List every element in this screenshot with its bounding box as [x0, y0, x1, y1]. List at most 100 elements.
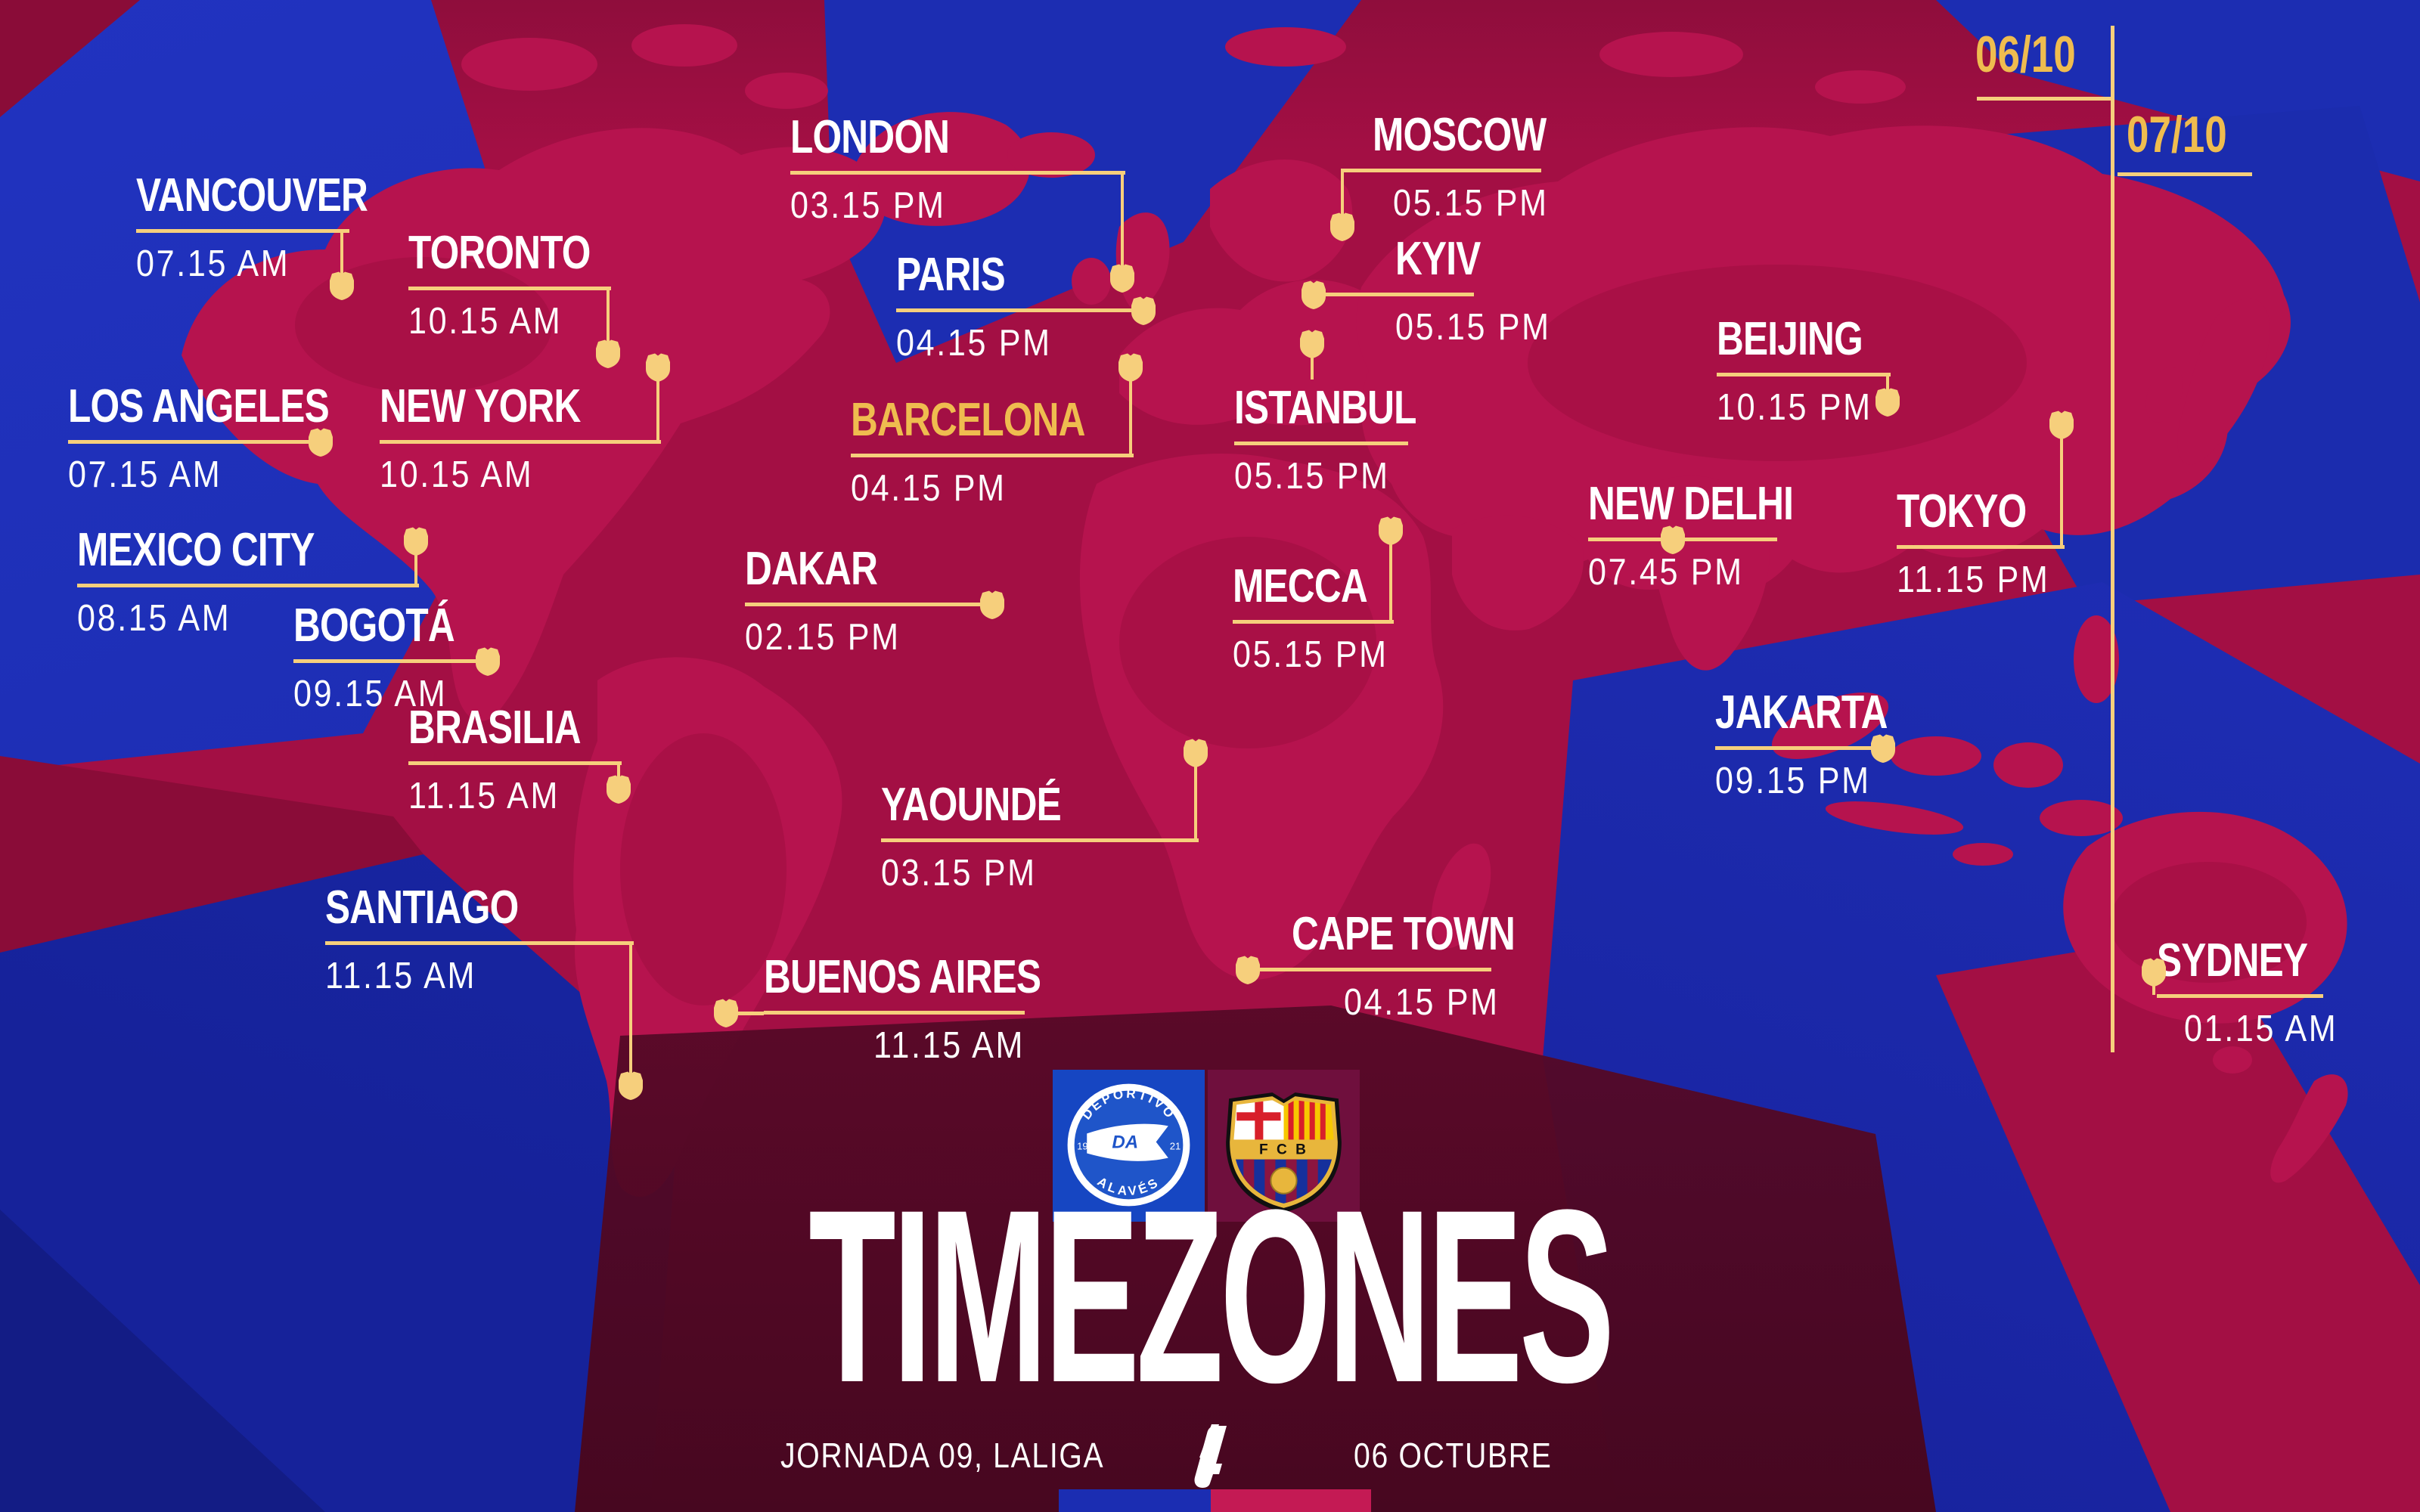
connector-line-toronto: [607, 287, 610, 343]
city-time: 04.15 PM: [1344, 982, 1500, 1023]
city-name: NEW YORK: [380, 380, 581, 432]
city-label-bogota: BOGOTÁ 09.15 AM: [293, 603, 495, 713]
city-name: MEXICO CITY: [77, 524, 315, 576]
map-marker-los-angeles: [308, 427, 334, 457]
city-underline: [1257, 968, 1491, 971]
city-label-santiago: SANTIAGO 11.15 AM: [325, 885, 634, 995]
city-time: 10.15 AM: [380, 454, 534, 495]
city-name: JAKARTA: [1715, 686, 1888, 739]
connector-line-tokyo: [2060, 431, 2063, 546]
city-label-barcelona: BARCELONA 04.15 PM: [851, 397, 1143, 507]
city-time: 04.15 PM: [896, 323, 1052, 364]
city-name: KYIV: [1395, 233, 1481, 285]
city-label-brasilia: BRASILIA 11.15 AM: [408, 705, 624, 815]
city-time: 04.15 PM: [851, 468, 1007, 509]
city-time: 01.15 AM: [2184, 1009, 2338, 1049]
connector-line-mecca: [1389, 543, 1392, 621]
city-name: BEIJING: [1717, 313, 1863, 365]
connector-line-new-york: [656, 380, 659, 441]
connector-line-mexico-city: [414, 547, 417, 584]
city-name: BARCELONA: [851, 394, 1085, 446]
city-underline: [77, 584, 419, 587]
map-marker-new-york: [645, 352, 671, 383]
city-time: 11.15 PM: [1897, 559, 2050, 600]
city-label-los-angeles: LOS ANGELES 07.15 AM: [68, 383, 394, 494]
city-underline: [293, 659, 486, 663]
city-underline: [408, 761, 622, 765]
city-underline: [1717, 373, 1891, 376]
connector-line-london: [1121, 172, 1124, 268]
city-label-vancouver: VANCOUVER 07.15 AM: [136, 172, 426, 283]
city-time: 03.15 PM: [790, 185, 946, 226]
city-name: YAOUNDÉ: [881, 779, 1062, 831]
map-marker-london: [1109, 263, 1135, 293]
city-underline: [2157, 994, 2323, 998]
footer-strip-blue: [1059, 1489, 1211, 1512]
city-label-london: LONDON 03.15 PM: [790, 114, 1125, 225]
connector-line-buenos-aires: [735, 1012, 764, 1015]
city-underline: [764, 1011, 1025, 1015]
city-label-moscow: MOSCOW 05.15 PM: [1341, 112, 1590, 222]
map-marker-yaounde: [1183, 738, 1208, 768]
city-label-new-delhi: NEW DELHI 07.45 PM: [1588, 481, 1844, 591]
city-time: 09.15 AM: [293, 674, 448, 714]
city-label-beijing: BEIJING 10.15 PM: [1717, 316, 1899, 426]
map-marker-mecca: [1378, 516, 1404, 546]
map-marker-moscow: [1329, 212, 1355, 242]
city-underline: [1341, 169, 1541, 172]
date-line: [2111, 26, 2114, 1052]
laliga-logo: [1194, 1424, 1227, 1488]
city-label-buenos-aires: BUENOS AIRES 11.15 AM: [764, 954, 1110, 1064]
connector-line-barcelona: [1129, 373, 1132, 454]
city-label-sydney: SYDNEY 01.15 AM: [2157, 937, 2359, 1048]
city-label-tokyo: TOKYO 11.15 PM: [1897, 488, 2071, 599]
city-name: LONDON: [790, 111, 950, 163]
crest-text-19: 19: [1077, 1141, 1088, 1152]
city-time: 05.15 PM: [1234, 456, 1390, 497]
city-underline: [1317, 293, 1474, 296]
city-time: 02.15 PM: [745, 617, 901, 658]
map-marker-toronto: [595, 339, 621, 369]
map-marker-kyiv: [1301, 280, 1326, 310]
city-name: CAPE TOWN: [1292, 908, 1516, 960]
city-underline: [881, 838, 1199, 842]
city-time: 05.15 PM: [1233, 634, 1388, 675]
map-marker-new-delhi: [1660, 525, 1686, 555]
map-marker-barcelona: [1118, 352, 1143, 383]
city-underline: [790, 171, 1125, 175]
city-time: 10.15 PM: [1717, 387, 1872, 428]
date-label-0710: 07/10: [2127, 106, 2227, 163]
city-name: TOKYO: [1897, 485, 2027, 538]
city-name: DAKAR: [745, 543, 878, 595]
city-name: SYDNEY: [2157, 934, 2308, 987]
city-underline: [68, 440, 318, 444]
map-marker-dakar: [979, 590, 1005, 620]
city-name: PARIS: [896, 249, 1006, 301]
city-time: 11.15 AM: [325, 956, 477, 996]
map-marker-jakarta: [1870, 733, 1896, 764]
connector-line-santiago: [629, 942, 632, 1075]
city-name: VANCOUVER: [136, 169, 368, 222]
map-marker-bogota: [475, 646, 501, 677]
city-label-dakar: DAKAR 02.15 PM: [745, 546, 990, 656]
city-name: ISTANBUL: [1234, 382, 1416, 434]
city-underline: [136, 229, 349, 233]
city-label-jakarta: JAKARTA 09.15 PM: [1715, 689, 1931, 800]
connector-line-moscow: [1341, 169, 1344, 216]
connector-line-brasilia: [617, 762, 620, 782]
map-marker-sydney: [2141, 957, 2167, 987]
map-marker-beijing: [1875, 387, 1900, 417]
city-underline: [1897, 545, 2065, 549]
city-underline: [1234, 442, 1408, 445]
city-name: BUENOS AIRES: [764, 951, 1041, 1003]
title-text: TIMEZONES: [808, 1159, 1615, 1434]
city-label-toronto: TORONTO 10.15 AM: [408, 230, 636, 340]
page-title: TIMEZONES: [0, 1159, 2420, 1434]
city-name: MECCA: [1233, 560, 1368, 612]
connector-line-vancouver: [340, 230, 343, 275]
city-time: 07.15 AM: [136, 243, 290, 284]
map-marker-istanbul: [1299, 329, 1325, 359]
connector-line-yaounde: [1194, 767, 1197, 839]
city-name: SANTIAGO: [325, 881, 519, 934]
